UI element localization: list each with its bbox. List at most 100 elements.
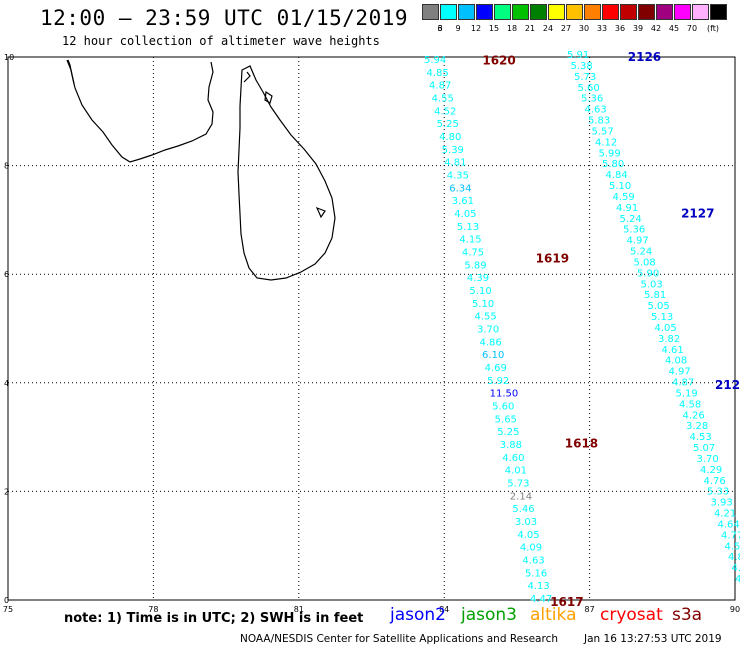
x-tick-label: 84 bbox=[439, 605, 449, 614]
swh-value-2126: 5.36 bbox=[623, 225, 645, 236]
swh-value-1620: 4.13 bbox=[527, 581, 549, 592]
legend-swatch bbox=[602, 4, 619, 20]
pass-label: 1618 bbox=[565, 437, 598, 451]
swh-value-1620: 4.63 bbox=[522, 556, 544, 567]
swh-value-2126: 5.90 bbox=[637, 268, 659, 279]
legend-label: 33 bbox=[596, 24, 608, 33]
legend-label: 21 bbox=[524, 24, 536, 33]
legend-swatch bbox=[476, 4, 493, 20]
swh-value-1620: 4.47 bbox=[530, 594, 552, 605]
swh-value-1620: 5.46 bbox=[512, 504, 534, 515]
swh-value-1620: 5.60 bbox=[492, 402, 514, 413]
x-tick-label: 75 bbox=[3, 605, 13, 614]
swh-value-1620: 4.35 bbox=[447, 171, 469, 182]
legend-label: 36 bbox=[614, 24, 626, 33]
swh-value-2126: 5.24 bbox=[620, 214, 642, 225]
swh-value-2126: 4.76 bbox=[704, 476, 726, 487]
legend-label: 9 bbox=[455, 24, 461, 33]
swh-value-2126: 5.03 bbox=[641, 279, 663, 290]
swh-value-2126: 4.6 bbox=[732, 563, 740, 574]
swh-value-2126: 4.97 bbox=[627, 236, 649, 247]
swh-value-2126: 5.99 bbox=[599, 148, 621, 159]
swh-value-1620: 5.73 bbox=[507, 479, 529, 490]
footer-note: note: 1) Time is in UTC; 2) SWH is in fe… bbox=[64, 611, 364, 626]
swh-value-2126: 4.8 bbox=[728, 552, 740, 563]
legend-label: 42 bbox=[650, 24, 662, 33]
swh-value-2126: 5.57 bbox=[592, 126, 614, 137]
swh-value-2126: 4.29 bbox=[700, 465, 722, 476]
legend-swatch bbox=[530, 4, 547, 20]
legend-s3a: s3a bbox=[672, 605, 703, 625]
y-tick-label: 2 bbox=[4, 487, 9, 496]
swh-value-2126: 4.84 bbox=[606, 170, 628, 181]
swh-value-1620: 6.10 bbox=[482, 350, 504, 361]
swh-value-2126: 5.08 bbox=[634, 257, 656, 268]
legend-label: 45 bbox=[668, 24, 680, 33]
swh-value-1620: 4.75 bbox=[462, 248, 484, 259]
swh-value-2126: 4.21 bbox=[714, 509, 736, 520]
swh-value-2126: 5.24 bbox=[630, 247, 652, 258]
swh-value-1620: 11.50 bbox=[490, 389, 519, 400]
legend-swatch bbox=[638, 4, 655, 20]
swh-value-1620: 3.70 bbox=[477, 325, 499, 336]
swh-value-2126: 4.05 bbox=[655, 323, 677, 334]
swh-value-1620: 4.39 bbox=[467, 273, 489, 284]
swh-value-2126: 3.82 bbox=[658, 334, 680, 345]
swh-value-2126: 4.91 bbox=[616, 203, 638, 214]
legend-label: 30 bbox=[578, 24, 590, 33]
legend-cryosat: cryosat bbox=[600, 605, 663, 625]
legend-swatch bbox=[674, 4, 691, 20]
swh-value-2126: 3.70 bbox=[697, 454, 719, 465]
legend-label: 27 bbox=[560, 24, 572, 33]
swh-value-1620: 4.55 bbox=[432, 94, 454, 105]
map-frame bbox=[7, 56, 736, 601]
swh-value-2126: 5.05 bbox=[648, 301, 670, 312]
swh-value-1620: 5.89 bbox=[464, 260, 486, 271]
generated-timestamp: Jan 16 13:27:53 UTC 2019 bbox=[584, 633, 722, 645]
legend-label: 12 bbox=[470, 24, 482, 33]
swh-value-2126: 4.97 bbox=[669, 367, 691, 378]
sri-lanka-coastline bbox=[66, 59, 336, 281]
swh-value-1620: 3.88 bbox=[500, 440, 522, 451]
x-tick-label: 90 bbox=[730, 605, 740, 614]
y-tick-label: 8 bbox=[4, 162, 9, 171]
swh-value-2126: 5.81 bbox=[644, 290, 666, 301]
swh-value-1620: 6.34 bbox=[449, 183, 471, 194]
legend-jason2: jason2 bbox=[390, 605, 446, 625]
legend-swatch bbox=[566, 4, 583, 20]
swh-value-2126: 4.64 bbox=[718, 519, 740, 530]
swh-value-1620: 4.52 bbox=[434, 106, 456, 117]
swh-value-2126: 5.73 bbox=[574, 72, 596, 83]
swh-value-1620: 3.03 bbox=[515, 517, 537, 528]
swh-value-1620: 4.60 bbox=[502, 453, 524, 464]
swh-value-1620: 4.55 bbox=[474, 312, 496, 323]
swh-value-1620: 4.81 bbox=[444, 158, 466, 169]
swh-value-1620: 4.09 bbox=[520, 543, 542, 554]
legend-swatch bbox=[620, 4, 637, 20]
y-tick-label: 10 bbox=[4, 53, 14, 62]
legend-label: (ft) bbox=[706, 24, 720, 33]
swh-value-1620: 4.85 bbox=[427, 68, 449, 79]
legend-jason3: jason3 bbox=[461, 605, 517, 625]
swh-value-2126: 4.5 bbox=[725, 541, 740, 552]
swh-value-1620: 5.25 bbox=[437, 119, 459, 130]
swh-value-2126: 5.19 bbox=[676, 388, 698, 399]
swh-value-1620: 5.16 bbox=[525, 568, 547, 579]
swh-value-1620: 4.05 bbox=[517, 530, 539, 541]
swh-value-1620: 5.65 bbox=[495, 414, 517, 425]
swh-value-1620: 5.92 bbox=[487, 376, 509, 387]
pass-label: 2127 bbox=[681, 206, 714, 220]
swh-value-2126: 5.36 bbox=[581, 94, 603, 105]
swh-value-2126: 5.13 bbox=[651, 312, 673, 323]
pass-label: 2128 bbox=[715, 378, 740, 392]
swh-value-1620: 4.69 bbox=[485, 363, 507, 374]
swh-value-2126: 5.38 bbox=[571, 61, 593, 72]
swh-value-1620: 4.87 bbox=[429, 81, 451, 92]
swh-value-2126: 5.07 bbox=[693, 443, 715, 454]
legend-label: 3 bbox=[437, 24, 443, 33]
map-grid bbox=[8, 57, 735, 600]
swh-value-2126: 4.08 bbox=[665, 356, 687, 367]
swh-value-1620: 5.10 bbox=[469, 286, 491, 297]
swh-value-2126: 4.12 bbox=[595, 137, 617, 148]
